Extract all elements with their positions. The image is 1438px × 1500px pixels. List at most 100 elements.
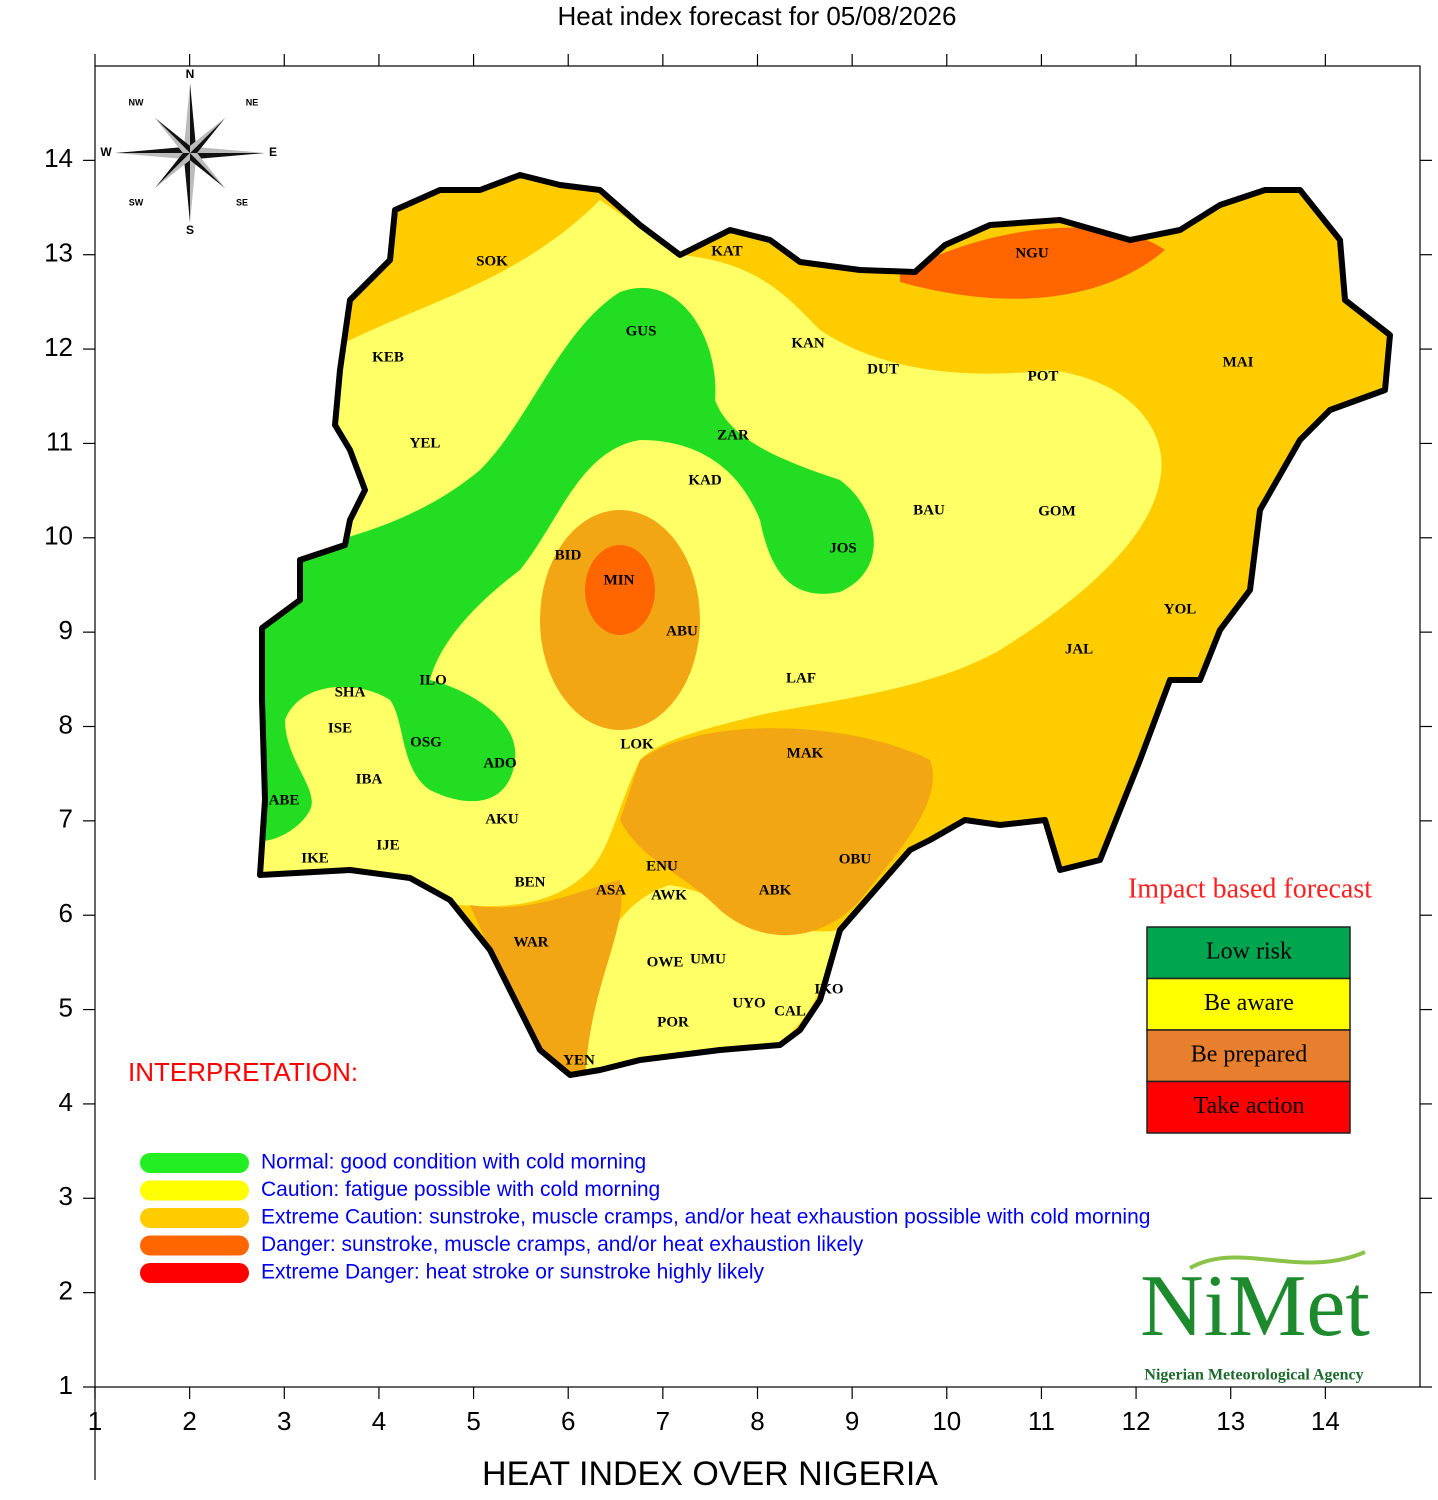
interpretation-swatch	[140, 1263, 249, 1283]
x-tick-label: 4	[372, 1406, 386, 1436]
x-tick-label: 13	[1216, 1406, 1245, 1436]
x-tick-label: 7	[656, 1406, 670, 1436]
state-label: ISE	[328, 720, 352, 736]
state-label: LAF	[786, 670, 816, 686]
zone-danger-south	[620, 728, 933, 936]
state-label: ENU	[646, 858, 678, 874]
y-tick-label: 3	[59, 1181, 73, 1211]
y-tick-label: 5	[59, 992, 73, 1022]
x-tick-label: 3	[277, 1406, 291, 1436]
interpretation-swatch	[140, 1153, 249, 1173]
compass-rose: N NE E SE S SW W NW	[100, 67, 277, 237]
y-tick-label: 11	[46, 426, 73, 456]
y-tick-label: 6	[59, 898, 73, 928]
zone-caution-south	[583, 845, 925, 1075]
y-tick-label: 12	[44, 332, 73, 362]
compass-label: E	[269, 145, 277, 159]
state-label: YEL	[410, 435, 441, 451]
x-tick-label: 12	[1122, 1406, 1151, 1436]
interpretation-swatch	[140, 1180, 249, 1201]
state-label: KEB	[372, 349, 404, 365]
state-label: IBA	[356, 771, 383, 787]
x-tick-label: 14	[1311, 1406, 1340, 1436]
legend-swatch	[1146, 977, 1351, 1031]
x-tick-label: 8	[750, 1406, 764, 1436]
state-label: IKO	[814, 981, 843, 997]
y-tick-label: 9	[59, 615, 73, 645]
x-axis-label: HEAT INDEX OVER NIGERIA	[482, 1455, 938, 1493]
state-label: BID	[555, 547, 582, 563]
interpretation-swatch	[140, 1208, 249, 1228]
x-tick-label: 11	[1028, 1406, 1055, 1436]
y-tick-label: 4	[59, 1087, 73, 1117]
y-tick-label: 14	[44, 143, 73, 173]
x-tick-label: 10	[932, 1406, 961, 1436]
legend-label: Be prepared	[1191, 1042, 1308, 1068]
country-border	[257, 172, 1393, 1078]
interpretation-item: Extreme Danger: heat stroke or sunstroke…	[261, 1261, 765, 1284]
state-label: KAD	[688, 472, 722, 488]
y-tick-label: 7	[59, 804, 73, 834]
interpretation-item: Danger: sunstroke, muscle cramps, and/or…	[261, 1233, 864, 1256]
state-label: AWK	[651, 887, 687, 903]
logo-swoosh	[1189, 1250, 1366, 1270]
x-tick-label: 9	[845, 1406, 859, 1436]
interpretation-item: Extreme Caution: sunstroke, muscle cramp…	[261, 1206, 1150, 1229]
state-label: SOK	[476, 253, 508, 269]
x-tick-label: 1	[88, 1406, 102, 1436]
state-label: WAR	[513, 934, 548, 950]
interpretation-item: Caution: fatigue possible with cold morn…	[261, 1178, 660, 1201]
state-label: ABU	[666, 623, 698, 639]
impact-legend-title: Impact based forecast	[1128, 873, 1372, 904]
state-label: ADO	[483, 755, 516, 771]
state-label: OSG	[410, 734, 442, 750]
state-label: LOK	[620, 736, 654, 752]
compass-label: NW	[129, 97, 144, 107]
legend-swatch	[1146, 1029, 1351, 1083]
logo-agency: Nigerian Meteorological Agency	[1144, 1367, 1363, 1384]
zone-danger-southwest	[470, 880, 622, 1075]
y-tick-label: 13	[44, 238, 73, 268]
x-tick-label: 5	[466, 1406, 480, 1436]
state-label: MAI	[1223, 354, 1254, 370]
legend-swatch	[1146, 926, 1351, 980]
state-label: GUS	[626, 323, 657, 339]
zone-extreme-northeast	[900, 227, 1165, 299]
state-label: ZAR	[717, 427, 749, 443]
x-tick-label: 2	[182, 1406, 196, 1436]
state-label: UMU	[690, 951, 726, 967]
zone-extreme-center	[585, 545, 655, 635]
state-label: KAT	[711, 243, 742, 259]
state-label: ILO	[419, 672, 447, 688]
legend-label: Low risk	[1206, 939, 1292, 965]
state-label: ABK	[759, 882, 792, 898]
state-label: GOM	[1038, 503, 1076, 519]
logo-name: NiMet	[1140, 1258, 1370, 1355]
state-label: ASA	[596, 882, 626, 898]
compass-label: NE	[246, 97, 259, 107]
state-label: BEN	[515, 874, 546, 890]
x-tick-label: 6	[561, 1406, 575, 1436]
legend-swatch	[1146, 1080, 1351, 1134]
state-label: POR	[657, 1014, 689, 1030]
state-label: KAN	[791, 335, 825, 351]
zone-normal	[260, 287, 874, 841]
state-label: MAK	[787, 745, 824, 761]
state-label: IKE	[301, 850, 329, 866]
state-label: CAL	[774, 1003, 806, 1019]
state-label: YOL	[1164, 601, 1197, 617]
compass-label: S	[186, 223, 194, 237]
compass-label: SW	[129, 197, 144, 207]
state-label: YEN	[563, 1052, 595, 1068]
state-label: POT	[1028, 368, 1059, 384]
state-label: JAL	[1065, 641, 1093, 657]
state-label: BAU	[913, 502, 945, 518]
y-tick-label: 8	[59, 709, 73, 739]
compass-label: W	[100, 145, 112, 159]
state-label: MIN	[604, 572, 635, 588]
state-label: AKU	[485, 811, 519, 827]
interpretation-title: INTERPRETATION:	[128, 1057, 358, 1087]
state-label: JOS	[829, 540, 857, 556]
